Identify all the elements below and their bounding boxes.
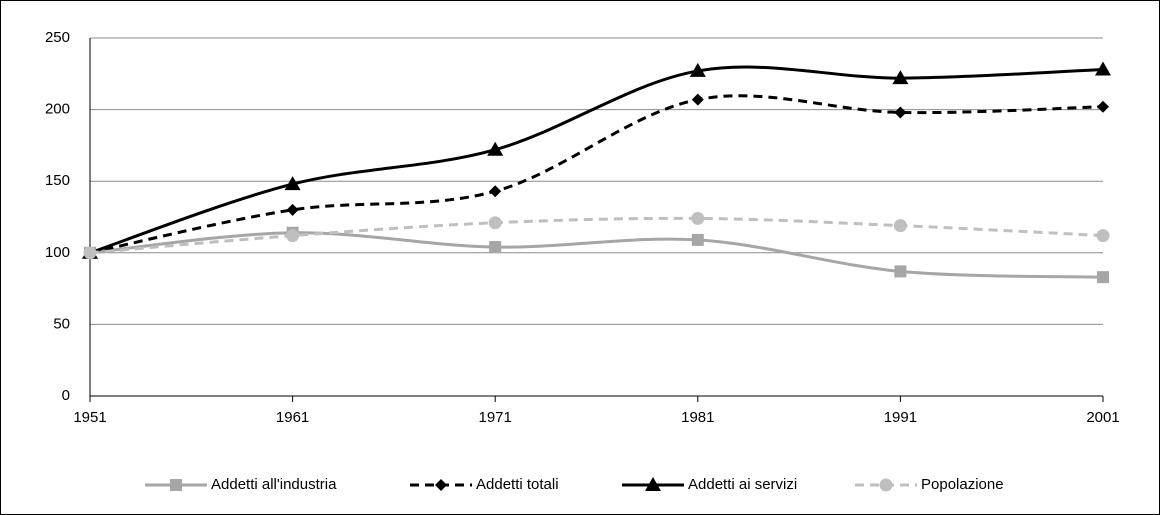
x-tick-label: 1961 bbox=[276, 409, 309, 426]
legend-label: Addetti totali bbox=[476, 476, 559, 493]
y-tick-label: 250 bbox=[45, 29, 70, 46]
data-point bbox=[487, 141, 504, 156]
x-tick-label: 2001 bbox=[1086, 409, 1119, 426]
data-point bbox=[691, 93, 704, 106]
data-point bbox=[894, 265, 907, 278]
series-line bbox=[89, 94, 1104, 255]
series-line bbox=[89, 231, 1104, 279]
data-point bbox=[1096, 229, 1110, 243]
data-point bbox=[689, 62, 706, 77]
legend-label: Addetti ai servizi bbox=[688, 476, 797, 493]
data-point bbox=[488, 216, 502, 230]
y-tick-label: 50 bbox=[53, 315, 70, 332]
data-point bbox=[1095, 61, 1111, 76]
y-tick-label: 150 bbox=[45, 172, 70, 189]
data-point bbox=[691, 233, 704, 246]
x-tick-label: 1951 bbox=[73, 409, 106, 426]
data-point bbox=[894, 106, 907, 119]
data-point bbox=[286, 229, 300, 243]
x-tick-label: 1971 bbox=[479, 409, 512, 426]
data-point bbox=[1097, 271, 1109, 284]
y-tick-label: 0 bbox=[62, 387, 70, 404]
y-tick-label: 100 bbox=[45, 244, 70, 261]
legend-label: Addetti all'industria bbox=[211, 476, 337, 493]
data-point bbox=[893, 219, 907, 233]
x-tick-label: 1991 bbox=[884, 409, 917, 426]
data-point bbox=[489, 185, 502, 198]
legend-marker bbox=[435, 479, 447, 491]
data-point bbox=[83, 246, 97, 260]
legend-label: Popolazione bbox=[921, 476, 1004, 493]
data-point bbox=[284, 176, 301, 191]
x-tick-label: 1981 bbox=[681, 409, 714, 426]
y-tick-label: 200 bbox=[45, 101, 70, 118]
series-line bbox=[89, 65, 1104, 255]
data-point bbox=[1097, 100, 1109, 113]
legend-marker bbox=[170, 479, 182, 491]
legend-marker bbox=[645, 477, 661, 491]
data-point bbox=[691, 211, 705, 225]
legend-marker bbox=[879, 478, 893, 492]
data-point bbox=[489, 241, 502, 254]
data-point bbox=[892, 70, 909, 85]
data-point bbox=[286, 203, 299, 216]
